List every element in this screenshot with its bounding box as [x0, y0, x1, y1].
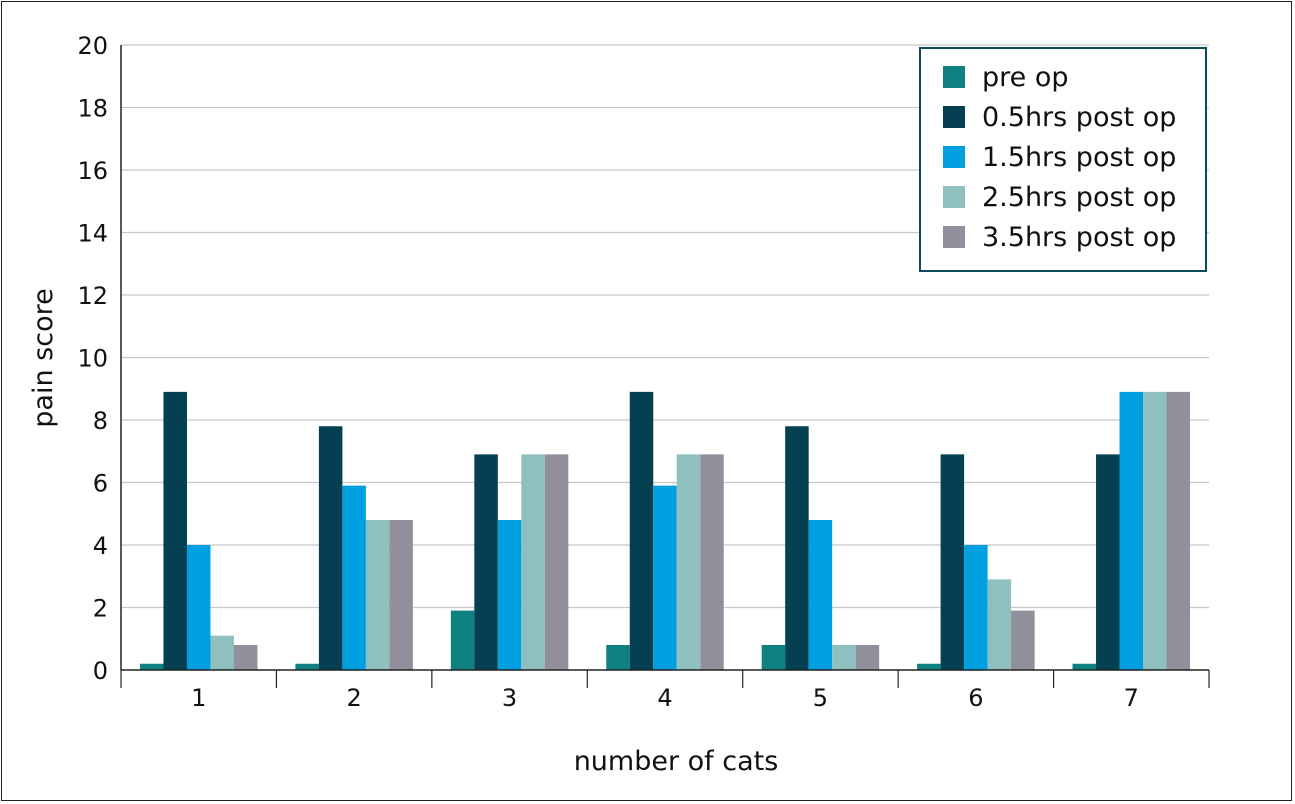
legend-label: 1.5hrs post op — [982, 142, 1176, 173]
axes — [120, 45, 1210, 688]
bar — [389, 520, 413, 670]
y-tick-label: 2 — [93, 595, 108, 623]
x-tick-label: 5 — [813, 684, 828, 712]
bar — [163, 391, 187, 670]
bar — [1072, 663, 1097, 670]
bar — [544, 454, 569, 670]
bar — [917, 663, 941, 670]
bar — [521, 454, 545, 670]
bar — [365, 520, 390, 670]
legend-label: 2.5hrs post op — [982, 182, 1176, 213]
legend-swatch — [943, 106, 965, 128]
x-tick-label: 6 — [968, 684, 983, 712]
bar — [210, 635, 234, 670]
bar — [318, 426, 343, 670]
bar — [474, 454, 498, 670]
bar — [342, 485, 366, 670]
bar — [964, 545, 988, 670]
bar — [1143, 391, 1167, 670]
bar — [700, 454, 724, 670]
y-tick-label: 0 — [93, 657, 108, 685]
bar — [940, 454, 965, 670]
legend-label: pre op — [982, 62, 1069, 93]
bar — [233, 645, 258, 670]
y-tick-label: 12 — [77, 282, 108, 310]
y-tick-label: 14 — [77, 220, 108, 248]
legend-label: 3.5hrs post op — [982, 222, 1176, 253]
bar — [186, 545, 211, 670]
y-tick-labels: 0 2 4 6 8 10 12 14 16 18 20 — [77, 32, 108, 685]
y-tick-label: 10 — [77, 345, 108, 373]
y-tick-label: 4 — [93, 532, 108, 560]
bar — [1011, 610, 1035, 670]
legend-swatch — [943, 186, 965, 208]
y-tick-label: 20 — [77, 32, 108, 60]
bar — [808, 520, 833, 670]
x-tick-label: 4 — [657, 684, 672, 712]
x-tick-label: 1 — [191, 684, 206, 712]
bar — [832, 645, 856, 670]
bar — [1096, 454, 1120, 670]
x-tick-label: 3 — [502, 684, 517, 712]
x-tick-labels: 1 2 3 4 5 6 7 — [191, 684, 1139, 712]
legend-box — [919, 47, 1207, 272]
bar — [785, 426, 809, 670]
y-tick-label: 8 — [93, 407, 108, 435]
y-axis-title: pain score — [28, 288, 59, 427]
x-axis-title: number of cats — [574, 746, 779, 777]
bar — [761, 645, 786, 670]
bar — [653, 485, 677, 670]
bar — [629, 391, 654, 670]
y-tick-label: 6 — [93, 470, 108, 498]
bar — [1166, 391, 1191, 670]
legend-swatch — [943, 66, 965, 88]
bar — [497, 520, 522, 670]
x-tick-label: 7 — [1124, 684, 1139, 712]
bar — [139, 663, 164, 670]
bar — [450, 610, 475, 670]
y-tick-label: 16 — [77, 157, 108, 185]
bars — [139, 391, 1191, 670]
legend: pre op 0.5hrs post op 1.5hrs post op 2.5hrs… — [919, 47, 1207, 272]
bar — [606, 645, 630, 670]
bar — [1119, 391, 1144, 670]
bar — [855, 645, 880, 670]
x-tick-label: 2 — [347, 684, 362, 712]
legend-swatch — [943, 146, 965, 168]
legend-swatch — [943, 226, 965, 248]
bar — [676, 454, 701, 670]
legend-label: 0.5hrs post op — [982, 102, 1176, 133]
bar — [295, 663, 319, 670]
bar — [987, 579, 1012, 670]
y-tick-label: 18 — [77, 95, 108, 123]
